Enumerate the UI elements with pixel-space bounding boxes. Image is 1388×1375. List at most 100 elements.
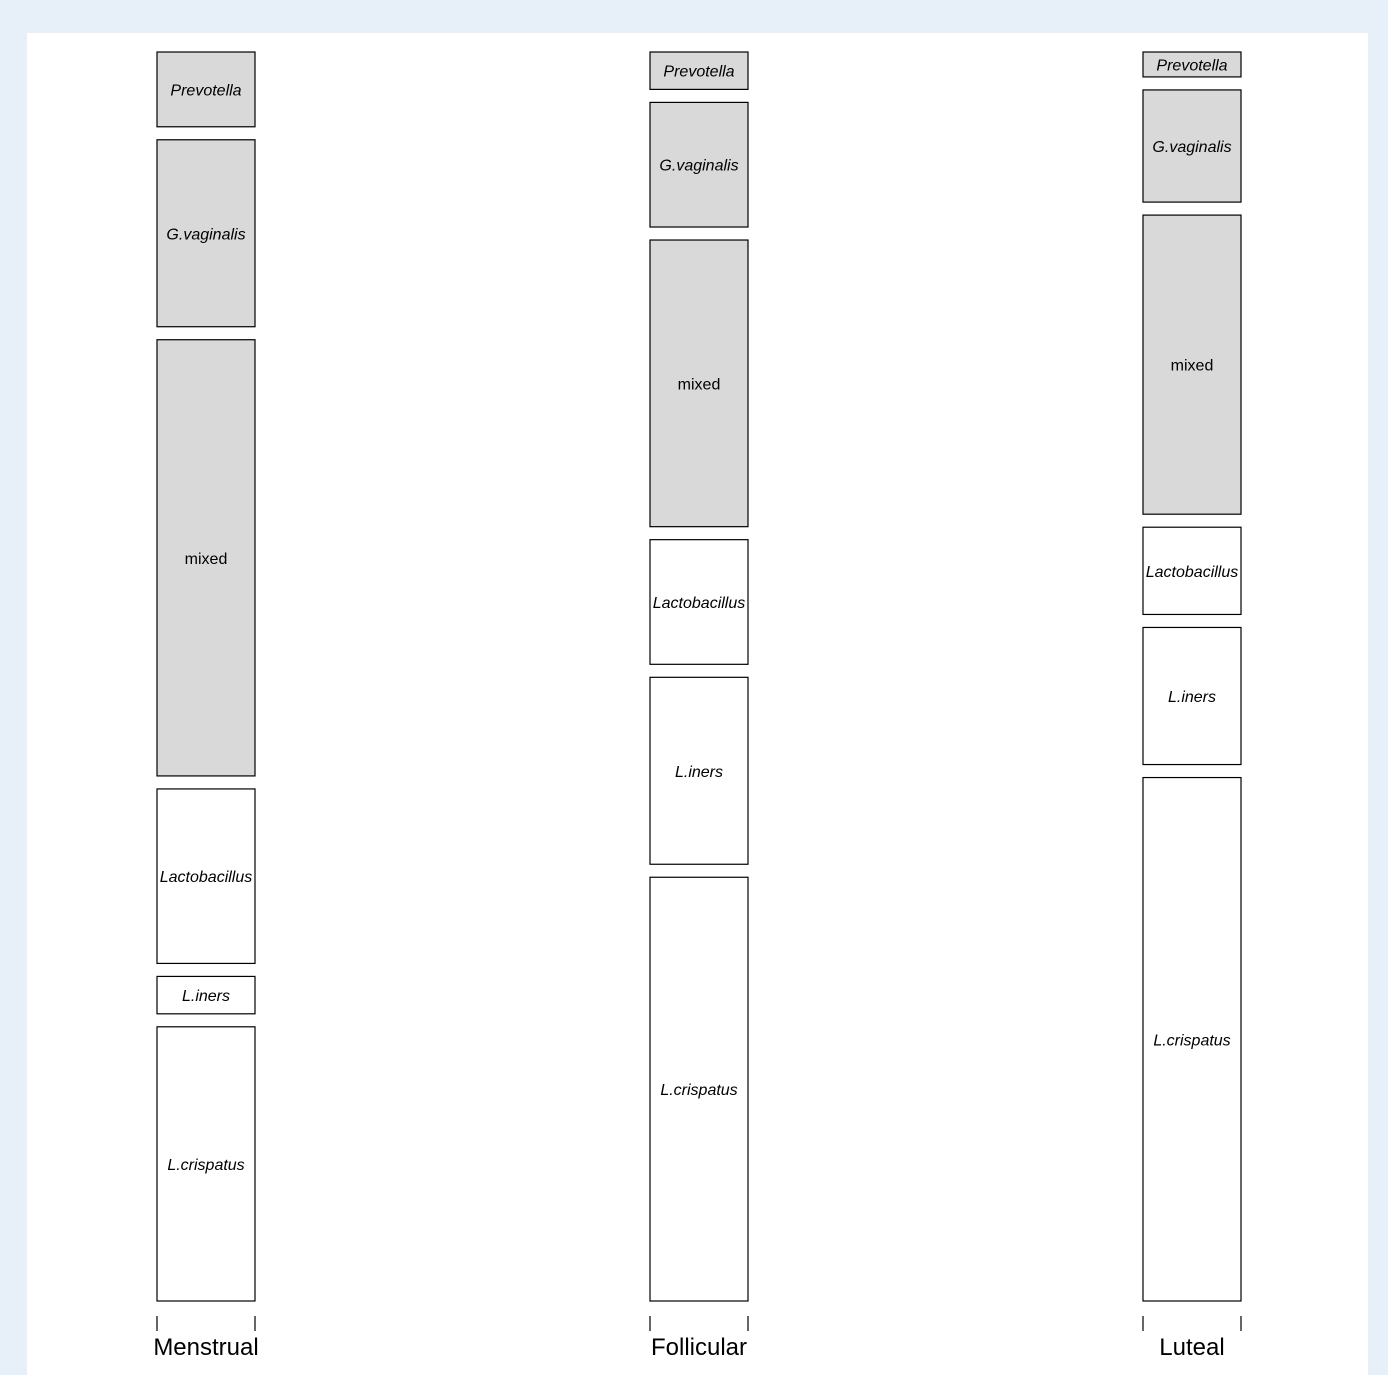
flow-gold-liners-to-liners xyxy=(748,715,1143,802)
flow-pink-gvaginalis-to-gvaginalis xyxy=(748,140,1143,165)
flow-gold-prevotella-to-prevotella xyxy=(255,77,650,89)
node-luteal-gvaginalis xyxy=(1142,89,1242,203)
flow-blue-mixed-to-mixed xyxy=(748,365,1143,415)
flow-pink-lcrispatus-to-mixed xyxy=(255,489,650,1064)
flow-pink-lactobacillus-to-lactobacillus xyxy=(748,540,1143,565)
flow-pink-liners-to-lcrispatus xyxy=(748,814,1143,877)
flow-pink-liners-to-liners xyxy=(748,627,1143,714)
flow-blue-lactobacillus-to-lcrispatus xyxy=(748,602,1143,827)
flow-pink-lactobacillus-to-lactobacillus xyxy=(748,577,1143,614)
node-label-luteal-gvaginalis: G.vaginalis xyxy=(1152,139,1231,156)
flow-pink-lactobacillus-to-mixed xyxy=(255,427,650,814)
flow-gold-lcrispatus-to-lcrispatus xyxy=(748,1214,1143,1226)
flow-gold-mixed-to-mixed xyxy=(748,402,1143,439)
flow-blue-liners-to-lcrispatus xyxy=(748,827,1143,902)
node-label-luteal-liners: L.iners xyxy=(1168,689,1216,706)
node-luteal-mixed xyxy=(1142,214,1242,515)
flow-gold-gvaginalis-to-mixed xyxy=(255,239,650,327)
stage-label-luteal: Luteal xyxy=(1159,1334,1224,1361)
flow-pink-mixed-to-mixed xyxy=(748,265,1143,315)
node-label-menstrual-lactobacillus: Lactobacillus xyxy=(160,869,253,886)
stage-label-follicular: Follicular xyxy=(651,1334,747,1361)
node-luteal-prevotella xyxy=(1142,51,1242,78)
node-label-luteal-mixed: mixed xyxy=(1171,358,1214,375)
flow-pink-mixed-to-liners xyxy=(255,527,650,727)
flow-pink-gvaginalis-to-gvaginalis xyxy=(748,102,1143,114)
flow-blue-lactobacillus-to-lcrispatus xyxy=(748,627,1143,865)
flow-pink-mixed-to-mixed xyxy=(748,327,1143,377)
node-label-luteal-lcrispatus: L.crispatus xyxy=(1153,1032,1230,1049)
flow-gold-mixed-to-lcrispatus xyxy=(255,701,650,1052)
flow-pink-lcrispatus-to-lcrispatus xyxy=(748,915,1143,940)
flow-blue-prevotella-to-prevotella xyxy=(748,52,1143,64)
flow-pink-mixed-to-gvaginalis xyxy=(255,190,650,365)
node-label-menstrual-lcrispatus: L.crispatus xyxy=(167,1157,244,1174)
flow-pink-mixed-to-mixed xyxy=(748,240,1143,277)
flow-pink-lcrispatus-to-gvaginalis xyxy=(748,190,1143,890)
flow-blue-mixed-to-mixed xyxy=(255,365,650,452)
flow-blue-liners-to-liners xyxy=(748,665,1143,727)
flow-gold-mixed-to-mixed xyxy=(748,427,1143,477)
flow-pink-gvaginalis-to-lcrispatus xyxy=(255,302,650,902)
flow-blue-mixed-to-liners xyxy=(255,564,650,752)
flow-blue-lcrispatus-to-lactobacillus xyxy=(255,627,650,1102)
node-follicular-mixed xyxy=(649,239,749,528)
node-follicular-lcrispatus xyxy=(649,876,749,1302)
flow-blue-gvaginalis-to-mixed xyxy=(748,215,1143,253)
node-label-menstrual-prevotella: Prevotella xyxy=(170,82,241,99)
flow-gold-mixed-to-mixed xyxy=(255,402,650,477)
flow-gold-lcrispatus-to-lcrispatus xyxy=(255,1226,650,1301)
node-label-follicular-gvaginalis: G.vaginalis xyxy=(659,158,738,175)
node-luteal-lcrispatus xyxy=(1142,776,1242,1302)
flow-gold-mixed-to-mixed xyxy=(748,464,1143,489)
node-label-menstrual-mixed: mixed xyxy=(185,551,228,568)
flow-gold-lcrispatus-to-liners xyxy=(255,852,650,1114)
flow-blue-lactobacillus-to-mixed xyxy=(255,452,650,839)
flow-pink-liners-to-lcrispatus xyxy=(255,1001,650,1114)
flow-gold-lcrispatus-to-lcrispatus xyxy=(748,1226,1143,1301)
flow-pink-liners-to-liners xyxy=(255,839,650,1001)
flow-pink-lactobacillus-to-lactobacillus xyxy=(748,552,1143,589)
flow-blue-lcrispatus-to-lcrispatus xyxy=(748,1039,1143,1139)
node-menstrual-prevotella xyxy=(156,51,256,128)
flow-blue-lcrispatus-to-mixed xyxy=(748,489,1143,914)
chart-panel: Prevotella G.vaginalis mixed Lactobacillus L… xyxy=(27,33,1368,1375)
flow-pink-prevotella-to-gvaginalis xyxy=(748,77,1143,102)
flow-pink-gvaginalis-to-mixed xyxy=(255,215,650,290)
node-label-menstrual-gvaginalis: G.vaginalis xyxy=(166,226,245,243)
flow-blue-lcrispatus-to-lcrispatus xyxy=(748,1002,1143,1039)
node-menstrual-lactobacillus xyxy=(156,788,256,965)
node-menstrual-mixed xyxy=(156,339,256,777)
flow-gold-mixed-to-liners xyxy=(255,589,650,789)
flow-blue-lactobacillus-to-lcrispatus xyxy=(255,914,650,1090)
flow-blue-lactobacillus-to-liners xyxy=(255,789,650,901)
node-luteal-liners xyxy=(1142,626,1242,766)
flow-pink-mixed-to-mixed xyxy=(748,302,1143,339)
flow-gold-liners-to-mixed xyxy=(255,477,650,989)
node-follicular-lactobacillus xyxy=(649,539,749,665)
flow-blue-mixed-to-lactobacillus xyxy=(748,477,1143,552)
node-follicular-prevotella xyxy=(649,51,749,90)
flow-pink-prevotella-to-prevotella xyxy=(255,52,650,64)
flow-gold-prevotella-to-prevotella xyxy=(748,64,1143,76)
stage-axis: Menstrual Follicular Luteal xyxy=(153,1316,1242,1361)
nodes-layer: Prevotella G.vaginalis mixed Lactobacillus L… xyxy=(156,51,1242,1302)
node-follicular-liners xyxy=(649,676,749,865)
node-menstrual-liners xyxy=(156,975,256,1015)
flow-blue-liners-to-liners xyxy=(748,677,1143,764)
flow-pink-lactobacillus-to-lactobacillus xyxy=(255,602,650,864)
flow-gold-prevotella-to-mixed xyxy=(255,102,650,265)
flow-gold-mixed-to-lcrispatus xyxy=(748,502,1143,803)
flow-gold-lactobacillus-to-liners xyxy=(255,827,650,914)
flow-pink-mixed-to-lcrispatus xyxy=(255,626,650,952)
flow-blue-gvaginalis-to-gvaginalis xyxy=(255,140,650,190)
node-label-luteal-prevotella: Prevotella xyxy=(1156,57,1227,74)
flow-blue-lcrispatus-to-lcrispatus xyxy=(255,1127,650,1227)
stage-label-menstrual: Menstrual xyxy=(153,1334,258,1361)
flow-pink-lcrispatus-to-lcrispatus xyxy=(255,1114,650,1126)
flow-pink-gvaginalis-to-lactobacillus xyxy=(255,277,650,552)
flow-gold-liners-to-lcrispatus xyxy=(748,852,1143,915)
node-label-follicular-liners: L.iners xyxy=(675,764,723,781)
node-luteal-lactobacillus xyxy=(1142,526,1242,616)
flow-gold-lactobacillus-to-lcrispatus xyxy=(255,951,650,1102)
